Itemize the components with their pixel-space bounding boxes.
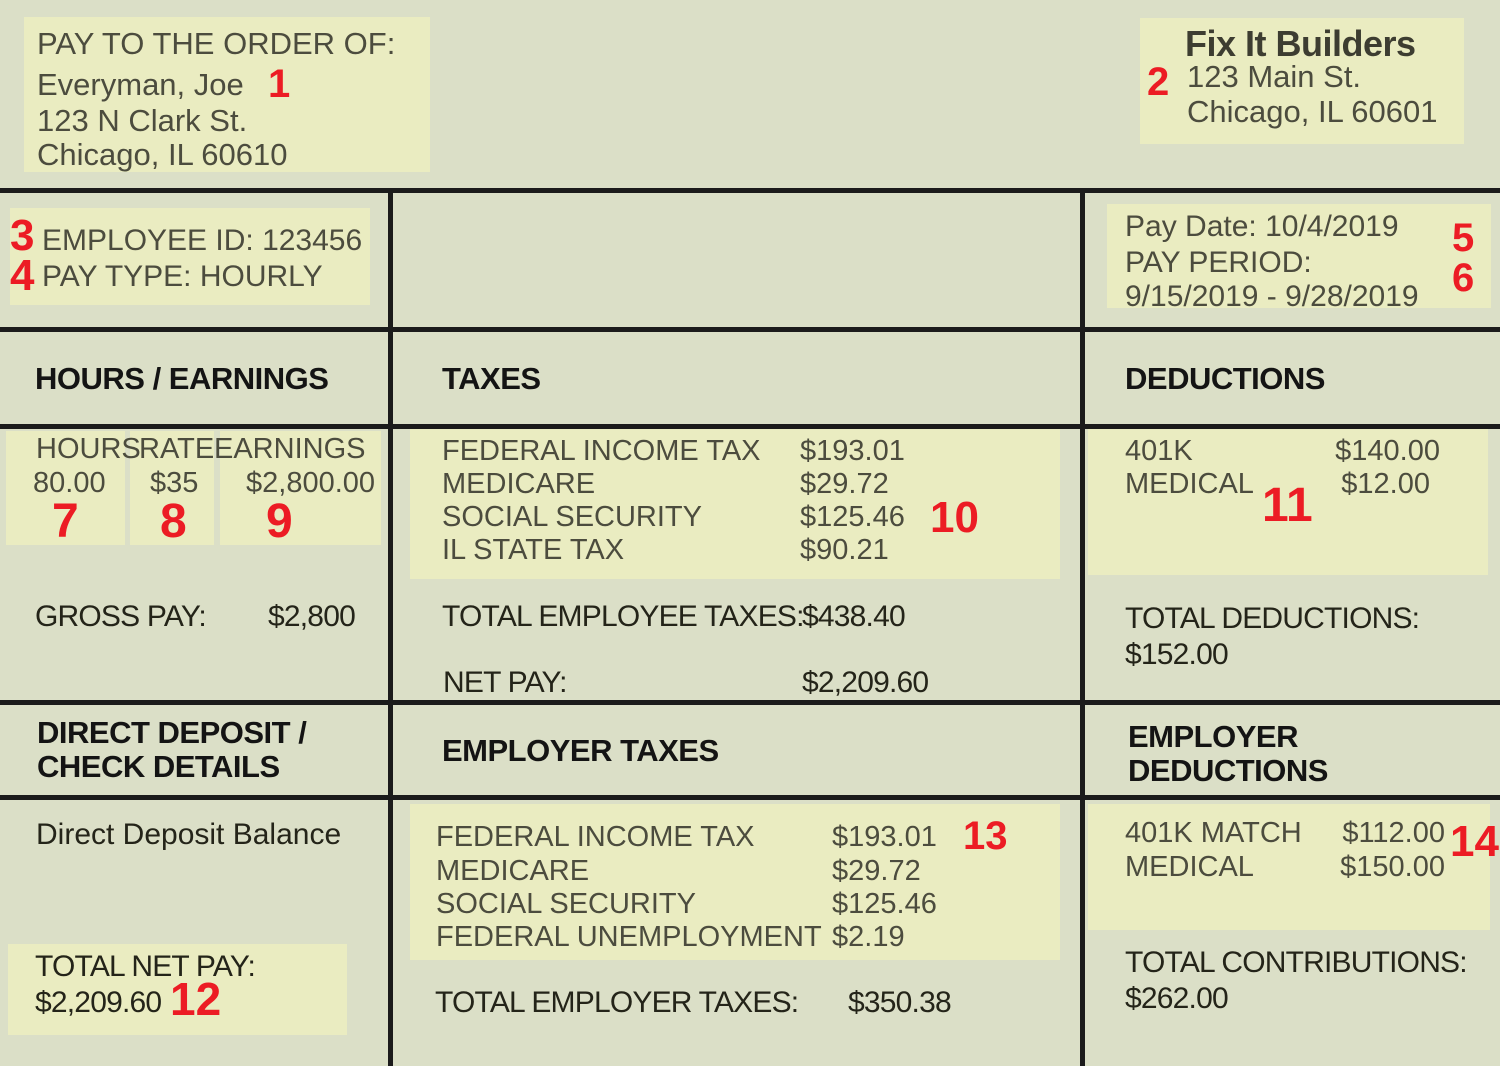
total-employee-taxes-label: TOTAL EMPLOYEE TAXES:: [442, 600, 804, 633]
divider-col-1: [388, 188, 393, 1066]
annotation-marker-8: 8: [160, 495, 187, 548]
hours-value: 80.00: [33, 467, 106, 499]
company-address-line2: Chicago, IL 60601: [1187, 94, 1438, 129]
divider-top: [0, 188, 1500, 193]
rate-value: $35: [150, 467, 199, 499]
divider-info-row: [0, 327, 1500, 332]
section-title-direct-deposit-line2: CHECK DETAILS: [37, 749, 280, 784]
deduction-row-label: 401K: [1125, 435, 1193, 467]
employer-deduction-row-value: $150.00: [1340, 851, 1445, 883]
divider-col-2: [1080, 188, 1085, 1066]
earnings-value: $2,800.00: [246, 467, 376, 499]
total-net-pay-highlight-box: [8, 944, 347, 1035]
section-title-deductions: DEDUCTIONS: [1125, 361, 1325, 396]
deduction-row-label: MEDICAL: [1125, 468, 1254, 500]
earnings-highlight-box: [220, 431, 381, 545]
rate-column-header: RATE: [139, 433, 215, 465]
annotation-marker-6: 6: [1452, 256, 1475, 300]
tax-row-label: MEDICARE: [442, 468, 596, 500]
divider-bottom-headers: [0, 795, 1500, 800]
employer-taxes-highlight-box: [410, 804, 1060, 960]
gross-pay-value: $2,800: [268, 600, 356, 633]
annotation-marker-12: 12: [170, 973, 222, 1025]
employee-id: EMPLOYEE ID: 123456: [42, 224, 363, 257]
employer-deduction-row-label: MEDICAL: [1125, 851, 1254, 883]
annotation-marker-7: 7: [52, 495, 79, 548]
employer-tax-row-label: MEDICARE: [436, 855, 590, 887]
taxes-highlight-box: [410, 429, 1060, 579]
annotation-marker-3: 3: [10, 211, 35, 260]
company-name: Fix It Builders: [1185, 23, 1416, 64]
annotation-marker-4: 4: [10, 251, 35, 300]
total-contributions-value: $262.00: [1125, 982, 1229, 1015]
total-deductions-label: TOTAL DEDUCTIONS:: [1125, 602, 1420, 635]
pay-period-value: 9/15/2019 - 9/28/2019: [1125, 280, 1419, 313]
payee-address-line1: 123 N Clark St.: [37, 103, 248, 138]
total-net-pay-label: TOTAL NET PAY:: [35, 950, 256, 983]
rate-highlight-box: [130, 431, 214, 545]
net-pay-value: $2,209.60: [802, 666, 929, 699]
employer-tax-row-label: SOCIAL SECURITY: [436, 888, 696, 920]
section-title-employer-taxes: EMPLOYER TAXES: [442, 733, 719, 768]
payee-address-line2: Chicago, IL 60610: [37, 137, 288, 172]
total-net-pay-value: $2,209.60: [35, 986, 162, 1019]
pay-date-highlight-box: [1107, 204, 1491, 308]
company-address-line1: 123 Main St.: [1187, 59, 1362, 94]
deductions-highlight-box: [1088, 429, 1488, 575]
total-contributions-label: TOTAL CONTRIBUTIONS:: [1125, 946, 1468, 979]
hours-highlight-box: [6, 431, 125, 545]
payee-highlight-box: [24, 17, 430, 172]
employer-tax-row-value: $125.46: [832, 888, 937, 920]
employer-deductions-highlight-box: [1088, 804, 1490, 930]
earnings-column-header: EARNINGS: [214, 433, 366, 465]
divider-mid: [0, 700, 1500, 705]
section-title-direct-deposit-line1: DIRECT DEPOSIT /: [37, 715, 307, 750]
employer-tax-row-label: FEDERAL INCOME TAX: [436, 821, 755, 853]
total-deductions-value: $152.00: [1125, 638, 1229, 671]
direct-deposit-balance-label: Direct Deposit Balance: [36, 818, 342, 851]
net-pay-label: NET PAY:: [443, 666, 567, 699]
section-title-employer-deductions-line1: EMPLOYER: [1128, 719, 1298, 754]
payee-name: Everyman, Joe: [37, 67, 244, 102]
tax-row-value: $90.21: [800, 534, 889, 566]
annotation-marker-13: 13: [963, 814, 1008, 858]
tax-row-value: $29.72: [800, 468, 889, 500]
section-title-taxes: TAXES: [442, 361, 541, 396]
annotation-marker-5: 5: [1452, 216, 1475, 260]
employer-tax-row-value: $193.01: [832, 821, 937, 853]
tax-row-label: IL STATE TAX: [442, 534, 625, 566]
annotation-marker-1: 1: [268, 62, 291, 106]
payee-label: PAY TO THE ORDER OF:: [37, 26, 396, 61]
annotation-marker-2: 2: [1147, 60, 1170, 104]
gross-pay-label: GROSS PAY:: [35, 600, 207, 633]
annotation-marker-10: 10: [930, 493, 979, 542]
annotation-marker-14: 14: [1450, 817, 1499, 866]
pay-date: Pay Date: 10/4/2019: [1125, 210, 1399, 243]
tax-row-value: $193.01: [800, 435, 905, 467]
total-employee-taxes-value: $438.40: [802, 600, 906, 633]
deduction-row-value: $12.00: [1341, 468, 1430, 500]
tax-row-value: $125.46: [800, 501, 905, 533]
section-title-employer-deductions-line2: DEDUCTIONS: [1128, 753, 1328, 788]
divider-headers: [0, 424, 1500, 429]
company-highlight-box: [1140, 18, 1464, 144]
deduction-row-value: $140.00: [1335, 435, 1440, 467]
annotation-marker-11: 11: [1262, 479, 1313, 532]
employer-tax-row-value: $29.72: [832, 855, 921, 887]
annotation-marker-9: 9: [266, 495, 293, 548]
total-employer-taxes-label: TOTAL EMPLOYER TAXES:: [435, 986, 799, 1019]
employer-tax-row-value: $2.19: [832, 921, 905, 953]
employee-info-highlight-box: [10, 208, 370, 305]
employer-tax-row-label: FEDERAL UNEMPLOYMENT: [436, 921, 822, 953]
total-employer-taxes-value: $350.38: [848, 986, 952, 1019]
pay-period-label: PAY PERIOD:: [1125, 246, 1312, 279]
tax-row-label: SOCIAL SECURITY: [442, 501, 702, 533]
tax-row-label: FEDERAL INCOME TAX: [442, 435, 761, 467]
pay-type: PAY TYPE: HOURLY: [42, 260, 323, 293]
section-title-hours-earnings: HOURS / EARNINGS: [35, 361, 329, 396]
hours-column-header: HOURS: [36, 433, 141, 465]
employer-deduction-row-value: $112.00: [1342, 817, 1445, 849]
employer-deduction-row-label: 401K MATCH: [1125, 817, 1302, 849]
